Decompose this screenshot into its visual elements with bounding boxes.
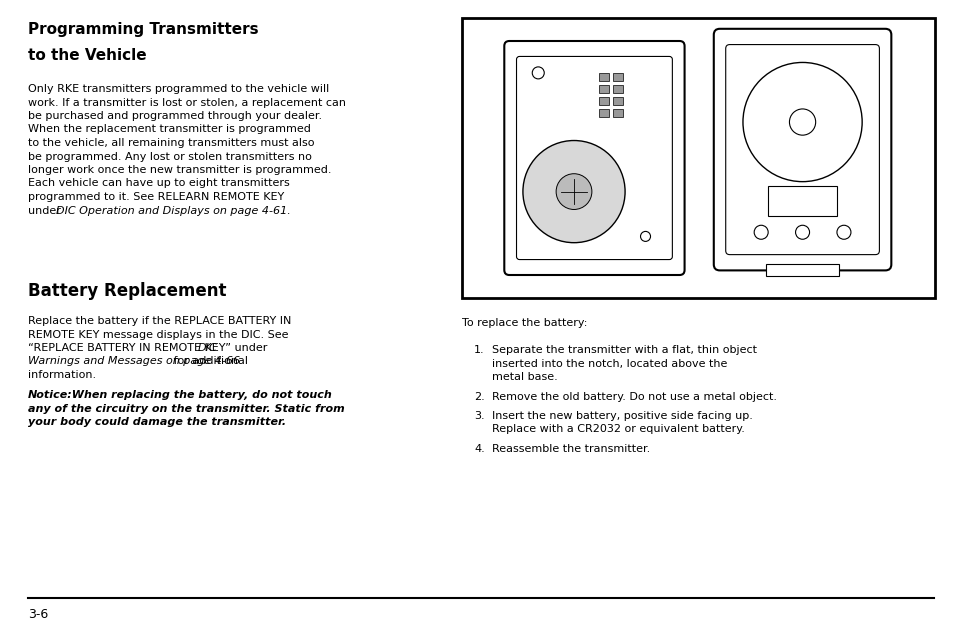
- Text: be programmed. Any lost or stolen transmitters no: be programmed. Any lost or stolen transm…: [28, 151, 312, 161]
- Bar: [765, 264, 838, 276]
- Bar: [598, 97, 609, 105]
- Text: Replace the battery if the REPLACE BATTERY IN: Replace the battery if the REPLACE BATTE…: [28, 316, 291, 326]
- Text: Insert the new battery, positive side facing up.: Insert the new battery, positive side fa…: [492, 411, 752, 421]
- FancyBboxPatch shape: [725, 45, 879, 255]
- Bar: [767, 186, 837, 216]
- Text: Programming Transmitters: Programming Transmitters: [28, 22, 258, 37]
- Text: any of the circuitry on the transmitter. Static from: any of the circuitry on the transmitter.…: [28, 403, 344, 413]
- FancyBboxPatch shape: [504, 41, 684, 275]
- Text: Notice:: Notice:: [28, 390, 72, 400]
- Circle shape: [556, 174, 591, 209]
- Circle shape: [789, 109, 815, 135]
- Text: information.: information.: [28, 370, 96, 380]
- Bar: [613, 85, 623, 93]
- Text: 2.: 2.: [474, 392, 484, 401]
- Bar: [598, 73, 609, 81]
- Circle shape: [639, 232, 650, 241]
- Circle shape: [795, 225, 809, 239]
- Bar: [598, 85, 609, 93]
- Circle shape: [836, 225, 850, 239]
- Text: 4.: 4.: [474, 444, 484, 454]
- Text: programmed to it. See RELEARN REMOTE KEY: programmed to it. See RELEARN REMOTE KEY: [28, 192, 284, 202]
- Text: DIC Operation and Displays on page 4-61.: DIC Operation and Displays on page 4-61.: [56, 205, 291, 216]
- Circle shape: [522, 140, 624, 242]
- Text: be purchased and programmed through your dealer.: be purchased and programmed through your…: [28, 111, 322, 121]
- Bar: [598, 109, 609, 117]
- Bar: [613, 73, 623, 81]
- Text: work. If a transmitter is lost or stolen, a replacement can: work. If a transmitter is lost or stolen…: [28, 98, 346, 107]
- Text: inserted into the notch, located above the: inserted into the notch, located above t…: [492, 359, 726, 369]
- Circle shape: [742, 63, 862, 182]
- Text: 3-6: 3-6: [28, 608, 49, 621]
- Text: to the Vehicle: to the Vehicle: [28, 48, 147, 63]
- FancyBboxPatch shape: [713, 29, 890, 271]
- Bar: [461, 18, 934, 298]
- Text: “REPLACE BATTERY IN REMOTE KEY” under: “REPLACE BATTERY IN REMOTE KEY” under: [28, 343, 271, 353]
- Text: Warnings and Messages on page 4-66: Warnings and Messages on page 4-66: [28, 357, 240, 366]
- Text: Reassemble the transmitter.: Reassemble the transmitter.: [492, 444, 650, 454]
- Text: Each vehicle can have up to eight transmitters: Each vehicle can have up to eight transm…: [28, 179, 290, 188]
- Circle shape: [754, 225, 767, 239]
- Text: metal base.: metal base.: [492, 372, 558, 382]
- Text: under: under: [28, 205, 64, 216]
- Text: Replace with a CR2032 or equivalent battery.: Replace with a CR2032 or equivalent batt…: [492, 424, 744, 434]
- Text: DIC: DIC: [198, 343, 217, 353]
- Text: 3.: 3.: [474, 411, 484, 421]
- Text: Remove the old battery. Do not use a metal object.: Remove the old battery. Do not use a met…: [492, 392, 776, 401]
- Text: When replacing the battery, do not touch: When replacing the battery, do not touch: [64, 390, 332, 400]
- Text: Battery Replacement: Battery Replacement: [28, 282, 226, 300]
- FancyBboxPatch shape: [516, 56, 672, 260]
- Bar: [613, 109, 623, 117]
- Text: When the replacement transmitter is programmed: When the replacement transmitter is prog…: [28, 124, 311, 135]
- Text: REMOTE KEY message displays in the DIC. See: REMOTE KEY message displays in the DIC. …: [28, 329, 288, 339]
- Text: your body could damage the transmitter.: your body could damage the transmitter.: [28, 417, 286, 427]
- Text: Separate the transmitter with a flat, thin object: Separate the transmitter with a flat, th…: [492, 345, 757, 355]
- Text: To replace the battery:: To replace the battery:: [461, 318, 587, 328]
- Bar: [613, 97, 623, 105]
- Text: longer work once the new transmitter is programmed.: longer work once the new transmitter is …: [28, 165, 331, 175]
- Text: to the vehicle, all remaining transmitters must also: to the vehicle, all remaining transmitte…: [28, 138, 314, 148]
- Text: Only RKE transmitters programmed to the vehicle will: Only RKE transmitters programmed to the …: [28, 84, 329, 94]
- Circle shape: [532, 67, 543, 79]
- Text: 1.: 1.: [474, 345, 484, 355]
- Text: for additional: for additional: [170, 357, 248, 366]
